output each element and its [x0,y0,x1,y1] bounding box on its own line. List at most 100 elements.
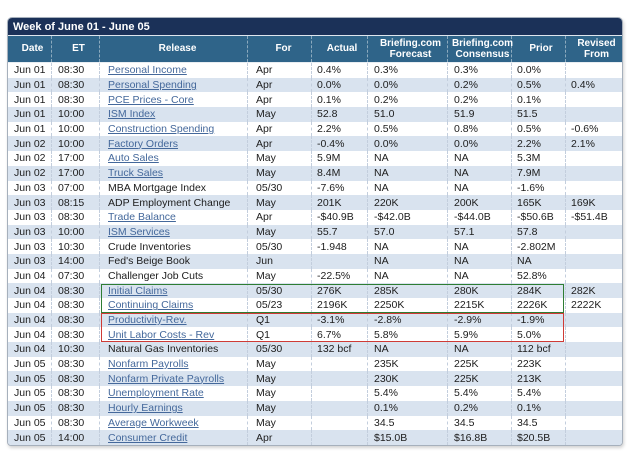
cell-consensus: NA [447,253,511,269]
cell-actual: -3.1% [311,312,367,328]
table-row: Jun 04 08:30 Productivity-Rev. Q1 -3.1% -2.8%… [8,312,622,328]
column-header-for: For [247,36,311,62]
cell-consensus: NA [447,151,511,166]
table-row: Jun 02 10:00 Factory Orders Apr -0.4% 0.0% 0.0… [8,136,622,152]
cell-actual [311,356,367,372]
cell-prior: -1.9% [511,312,565,328]
cell-consensus: 0.2% [447,400,511,416]
release-link[interactable]: Unemployment Rate [108,387,204,400]
release-link[interactable]: Nonfarm Payrolls [108,358,189,371]
cell-revised [565,400,622,416]
cell-prior: 2.2% [511,136,565,152]
cell-date: Jun 05 [14,431,46,444]
release-label: Challenger Job Cuts [108,269,204,282]
table-row: Jun 01 10:00 Construction Spending Apr 2.2% 0… [8,121,622,137]
cell-revised [565,151,622,166]
cell-actual [311,430,367,445]
cell-consensus: 57.1 [447,224,511,240]
column-header-prior: Prior [511,36,565,62]
cell-for: 05/23 [247,298,311,313]
cell-forecast: 0.2% [367,92,447,108]
table-row: Jun 01 08:30 Personal Income Apr 0.4% 0.3% 0.3… [8,63,622,78]
cell-date: Jun 01 [14,93,46,106]
release-label: Crude Inventories [108,240,191,253]
table-row: Jun 03 14:00 Fed's Beige Book Jun NA NA NA [8,253,622,269]
table-row: Jun 03 08:15 ADP Employment Change May 201K 2… [8,195,622,210]
cell-actual [311,415,367,431]
table-row: Jun 01 10:00 ISM Index May 52.8 51.0 51.9 51.5 [8,107,622,122]
cell-et: 08:30 [51,400,99,416]
cell-prior: 5.3M [511,151,565,166]
cell-date: Jun 04 [14,314,46,327]
cell-prior: 0.5% [511,77,565,93]
cell-for: May [247,371,311,387]
release-link[interactable]: Hourly Earnings [108,402,183,415]
cell-release: Trade Balance [99,209,247,225]
cell-date: Jun 04 [14,299,46,312]
release-link[interactable]: Personal Income [108,64,187,77]
cell-release: Factory Orders [99,136,247,152]
release-link[interactable]: ISM Index [108,108,156,121]
column-header-et: ET [51,36,99,62]
cell-et: 10:00 [51,136,99,152]
release-link[interactable]: Trade Balance [108,211,176,224]
cell-actual: -22.5% [311,268,367,284]
cell-date: Jun 05 [14,372,46,385]
table-header-row: Date ET Release For Actual Briefing.com Forec… [8,36,622,63]
cell-release: ADP Employment Change [99,195,247,210]
cell-date: Jun 02 [14,137,46,150]
cell-actual: 6.7% [311,327,367,343]
table-row: Jun 03 07:00 MBA Mortgage Index 05/30 -7.6% N… [8,180,622,196]
cell-consensus: 225K [447,356,511,372]
cell-date: Jun 03 [14,211,46,224]
cell-revised: 2222K [565,298,622,313]
cell-release: Construction Spending [99,121,247,137]
release-link[interactable]: Consumer Credit [108,431,188,444]
cell-for: May [247,415,311,431]
cell-revised [565,107,622,122]
cell-consensus: 5.9% [447,327,511,343]
release-link[interactable]: PCE Prices - Core [108,93,194,106]
table-row: Jun 03 10:00 ISM Services May 55.7 57.0 57.1 57… [8,224,622,240]
table-row: Jun 05 08:30 Nonfarm Payrolls May 235K 225K 22… [8,356,622,372]
release-link[interactable]: Factory Orders [108,137,179,150]
release-link[interactable]: Auto Sales [108,152,159,165]
release-link[interactable]: Truck Sales [108,167,164,180]
cell-release: ISM Index [99,107,247,122]
cell-forecast: 5.4% [367,386,447,401]
table-row: Jun 04 08:30 Continuing Claims 05/23 2196K 22… [8,298,622,313]
cell-for: 05/30 [247,283,311,298]
release-link[interactable]: Personal Spending [108,79,197,92]
cell-revised [565,356,622,372]
cell-consensus: NA [447,165,511,181]
cell-consensus: 280K [447,283,511,298]
cell-prior: 213K [511,371,565,387]
release-link[interactable]: ISM Services [108,225,170,238]
cell-date: Jun 04 [14,269,46,282]
cell-et: 08:15 [51,195,99,210]
release-link[interactable]: Continuing Claims [108,299,194,312]
cell-consensus: $16.8B [447,430,511,445]
release-link[interactable]: Initial Claims [108,284,168,297]
cell-forecast: 220K [367,195,447,210]
release-link[interactable]: Nonfarm Private Payrolls [108,372,225,385]
release-link[interactable]: Unit Labor Costs - Rev [108,328,215,341]
cell-date: Jun 05 [14,402,46,415]
cell-revised [565,239,622,254]
release-link[interactable]: Average Workweek [108,416,199,429]
cell-actual: -7.6% [311,180,367,196]
cell-for: May [247,107,311,122]
cell-for: Apr [247,63,311,78]
release-link[interactable]: Productivity-Rev. [108,314,187,327]
cell-revised: 169K [565,195,622,210]
cell-release: ISM Services [99,224,247,240]
table-row: Jun 01 08:30 PCE Prices - Core Apr 0.1% 0.2% 0… [8,92,622,108]
table-row: Jun 05 08:30 Average Workweek May 34.5 34.5 34… [8,415,622,431]
cell-et: 10:30 [51,239,99,254]
release-link[interactable]: Construction Spending [108,123,215,136]
table-row: Jun 01 08:30 Personal Spending Apr 0.0% 0.0% 0… [8,77,622,93]
cell-consensus: 0.2% [447,77,511,93]
cell-for: Apr [247,121,311,137]
cell-forecast: NA [367,342,447,357]
cell-et: 10:00 [51,107,99,122]
